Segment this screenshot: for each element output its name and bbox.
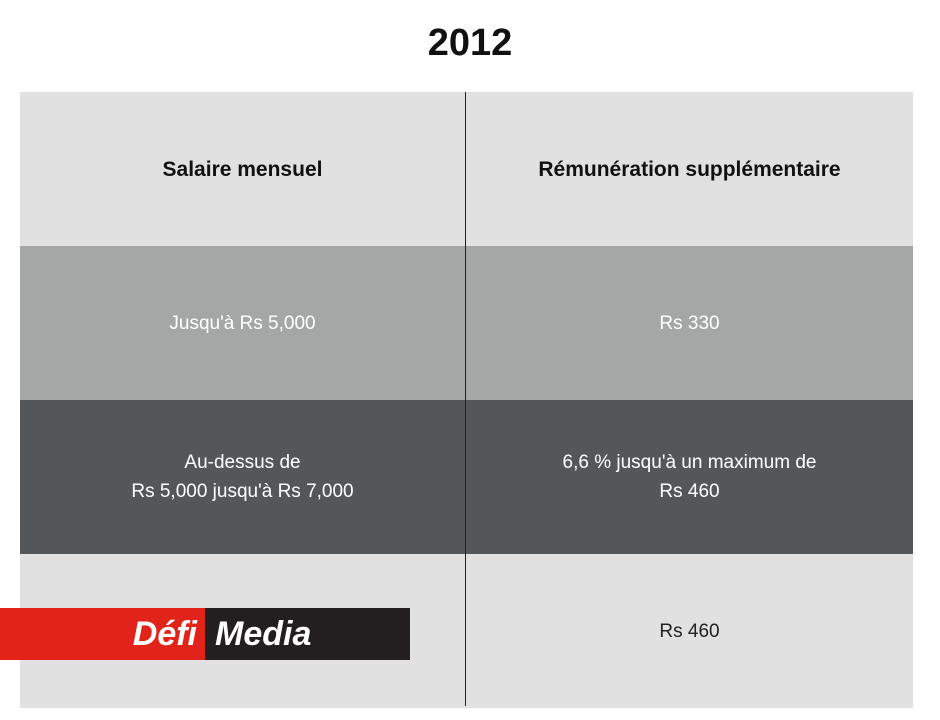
column-divider bbox=[465, 92, 466, 706]
logo-text: Media bbox=[215, 615, 312, 653]
table-cell: Rs 330 bbox=[466, 246, 913, 400]
logo-dark: Media bbox=[205, 608, 410, 660]
logo-text: Défi bbox=[132, 615, 197, 653]
table-cell: Rs 460 bbox=[466, 554, 913, 708]
header-cell: Salaire mensuel bbox=[162, 157, 323, 181]
cell-line: Rs 330 bbox=[659, 312, 720, 334]
table-row: Jusqu'à Rs 5,000 Rs 330 bbox=[20, 246, 913, 400]
cell-line: Rs 5,000 jusqu'à Rs 7,000 bbox=[131, 481, 354, 502]
logo-red: Défi bbox=[0, 608, 205, 660]
header-cell: Rémunération supplémentaire bbox=[538, 157, 841, 181]
table-cell: Jusqu'à Rs 5,000 bbox=[20, 246, 465, 400]
table-cell: 6,6 % jusqu'à un maximum de Rs 460 bbox=[466, 400, 913, 554]
cell-line: Au-dessus de bbox=[184, 452, 301, 473]
cell-line: Rs 460 bbox=[659, 481, 720, 502]
cell-line: 6,6 % jusqu'à un maximum de bbox=[562, 452, 817, 473]
cell-line: Jusqu'à Rs 5,000 bbox=[169, 312, 316, 334]
table-row: Au-dessus de Rs 5,000 jusqu'à Rs 7,000 6,6… bbox=[20, 400, 913, 554]
header-row: Salaire mensuel Rémunération supplémentai… bbox=[20, 92, 913, 246]
cell-line: Rs 460 bbox=[659, 620, 720, 642]
title: 2012 bbox=[427, 22, 513, 64]
table-cell: Au-dessus de Rs 5,000 jusqu'à Rs 7,000 bbox=[20, 400, 465, 554]
